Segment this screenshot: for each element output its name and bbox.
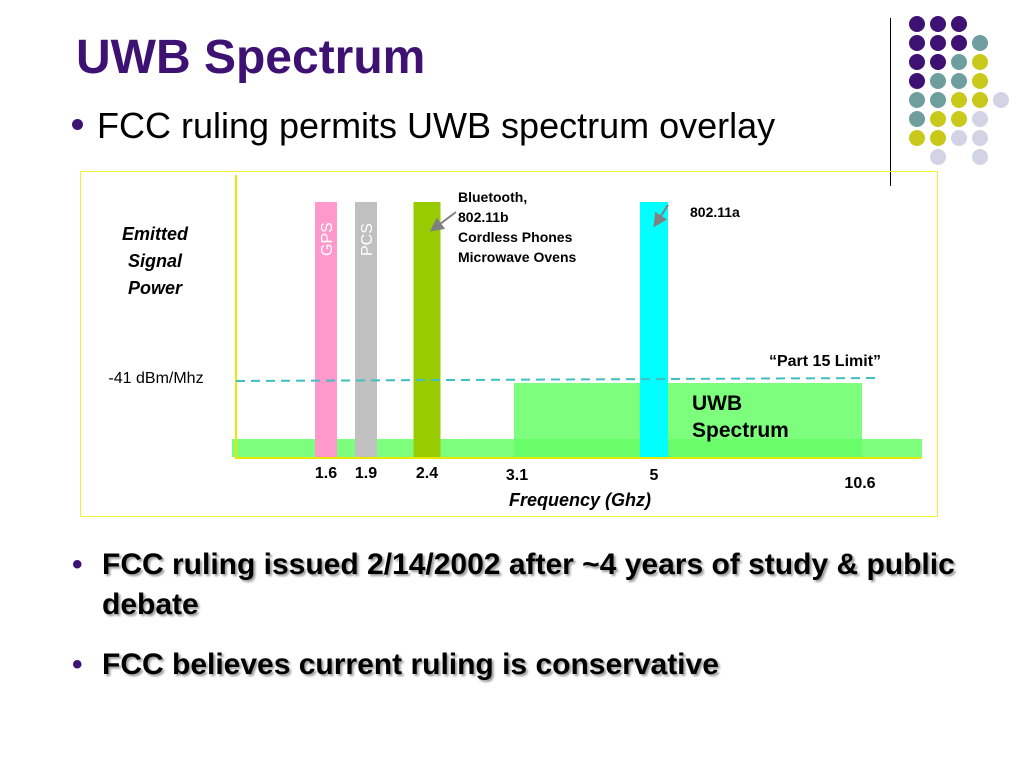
bullet-symbol: •	[72, 648, 83, 681]
band-bar-24	[413, 202, 441, 457]
y-axis-label: Signal	[128, 251, 183, 271]
decor-dot-purple	[930, 54, 946, 70]
decor-dot-purple	[909, 35, 925, 51]
slide-title: UWB Spectrum	[76, 31, 426, 84]
decor-dot-lavender	[951, 130, 967, 146]
decor-dot-purple	[909, 54, 925, 70]
x-tick-label: 10.6	[844, 475, 875, 492]
decor-dot-lavender	[972, 111, 988, 127]
decor-dot-purple	[930, 35, 946, 51]
decor-dot-yellow	[951, 92, 967, 108]
annotation-text: Cordless Phones	[458, 229, 573, 245]
annotation-arrow	[429, 211, 457, 232]
y-axis-label: Power	[128, 278, 183, 298]
decor-dot-teal	[930, 73, 946, 89]
bullet-item: • FCC ruling issued 2/14/2002 after ~4 y…	[72, 545, 972, 625]
annotation-text: 802.11b	[458, 209, 509, 225]
subtitle-text: FCC ruling permits UWB spectrum overlay	[97, 105, 776, 146]
bullet-symbol: •	[72, 548, 83, 581]
chart-frame	[80, 171, 938, 517]
part15-limit-line	[235, 377, 879, 382]
decor-dot-purple	[951, 35, 967, 51]
x-axis-label: Frequency (Ghz)	[509, 490, 651, 510]
decor-dot-teal	[951, 54, 967, 70]
decor-dot-teal	[951, 73, 967, 89]
decor-dot-purple	[951, 16, 967, 32]
x-tick-label: 1.6	[315, 465, 337, 482]
annotation-arrow	[653, 204, 669, 228]
band-bar-pcs	[355, 202, 377, 457]
decor-dot-teal	[909, 92, 925, 108]
decor-dot-teal	[909, 111, 925, 127]
decor-dot-yellow	[951, 111, 967, 127]
decor-dot-lavender	[993, 92, 1009, 108]
bullet-text: FCC believes current ruling is conservat…	[102, 648, 719, 681]
bullet-item: • FCC believes current ruling is conserv…	[72, 645, 972, 685]
decor-dot-lavender	[972, 130, 988, 146]
decor-dot-yellow	[972, 54, 988, 70]
band-bar-gps	[315, 202, 337, 457]
decor-dot-lavender	[930, 149, 946, 165]
decor-dot-purple	[930, 16, 946, 32]
decor-dot-yellow	[930, 130, 946, 146]
subtitle-bullet: FCC ruling permits UWB spectrum overlay	[72, 105, 775, 147]
part15-limit-label: “Part 15 Limit”	[769, 353, 881, 370]
bullet-text: FCC ruling issued 2/14/2002 after ~4 yea…	[102, 548, 955, 621]
decor-dot-yellow	[930, 111, 946, 127]
decor-dot-teal	[930, 92, 946, 108]
limit-value-label: -41 dBm/Mhz	[108, 370, 203, 387]
decor-vertical-line	[890, 18, 891, 186]
decor-dot-yellow	[909, 130, 925, 146]
decor-dot-lavender	[972, 149, 988, 165]
band-bar-80211a	[640, 202, 668, 457]
x-tick-label: 5	[650, 467, 659, 484]
bullet-dot-icon	[72, 118, 83, 130]
decor-dot-teal	[972, 35, 988, 51]
x-tick-label: 2.4	[416, 465, 438, 482]
uwb-label: UWB	[692, 392, 742, 415]
annotation-text: Bluetooth,	[458, 189, 527, 205]
baseline-emission-strip	[232, 439, 922, 457]
bottom-bullets: • FCC ruling issued 2/14/2002 after ~4 y…	[72, 545, 972, 705]
annotation-text: Microwave Ovens	[458, 249, 576, 265]
annotation-text: 802.11a	[690, 204, 740, 220]
x-tick-label: 1.9	[355, 465, 377, 482]
band-vertical-label: PCS	[359, 223, 376, 256]
y-axis-label: Emitted	[122, 224, 189, 244]
band-vertical-label: GPS	[319, 222, 336, 256]
decor-dot-yellow	[972, 92, 988, 108]
decor-dot-purple	[909, 16, 925, 32]
decor-dot-yellow	[972, 73, 988, 89]
uwb-label: Spectrum	[692, 419, 789, 442]
x-tick-label: 3.1	[506, 467, 528, 484]
decor-dot-purple	[909, 73, 925, 89]
